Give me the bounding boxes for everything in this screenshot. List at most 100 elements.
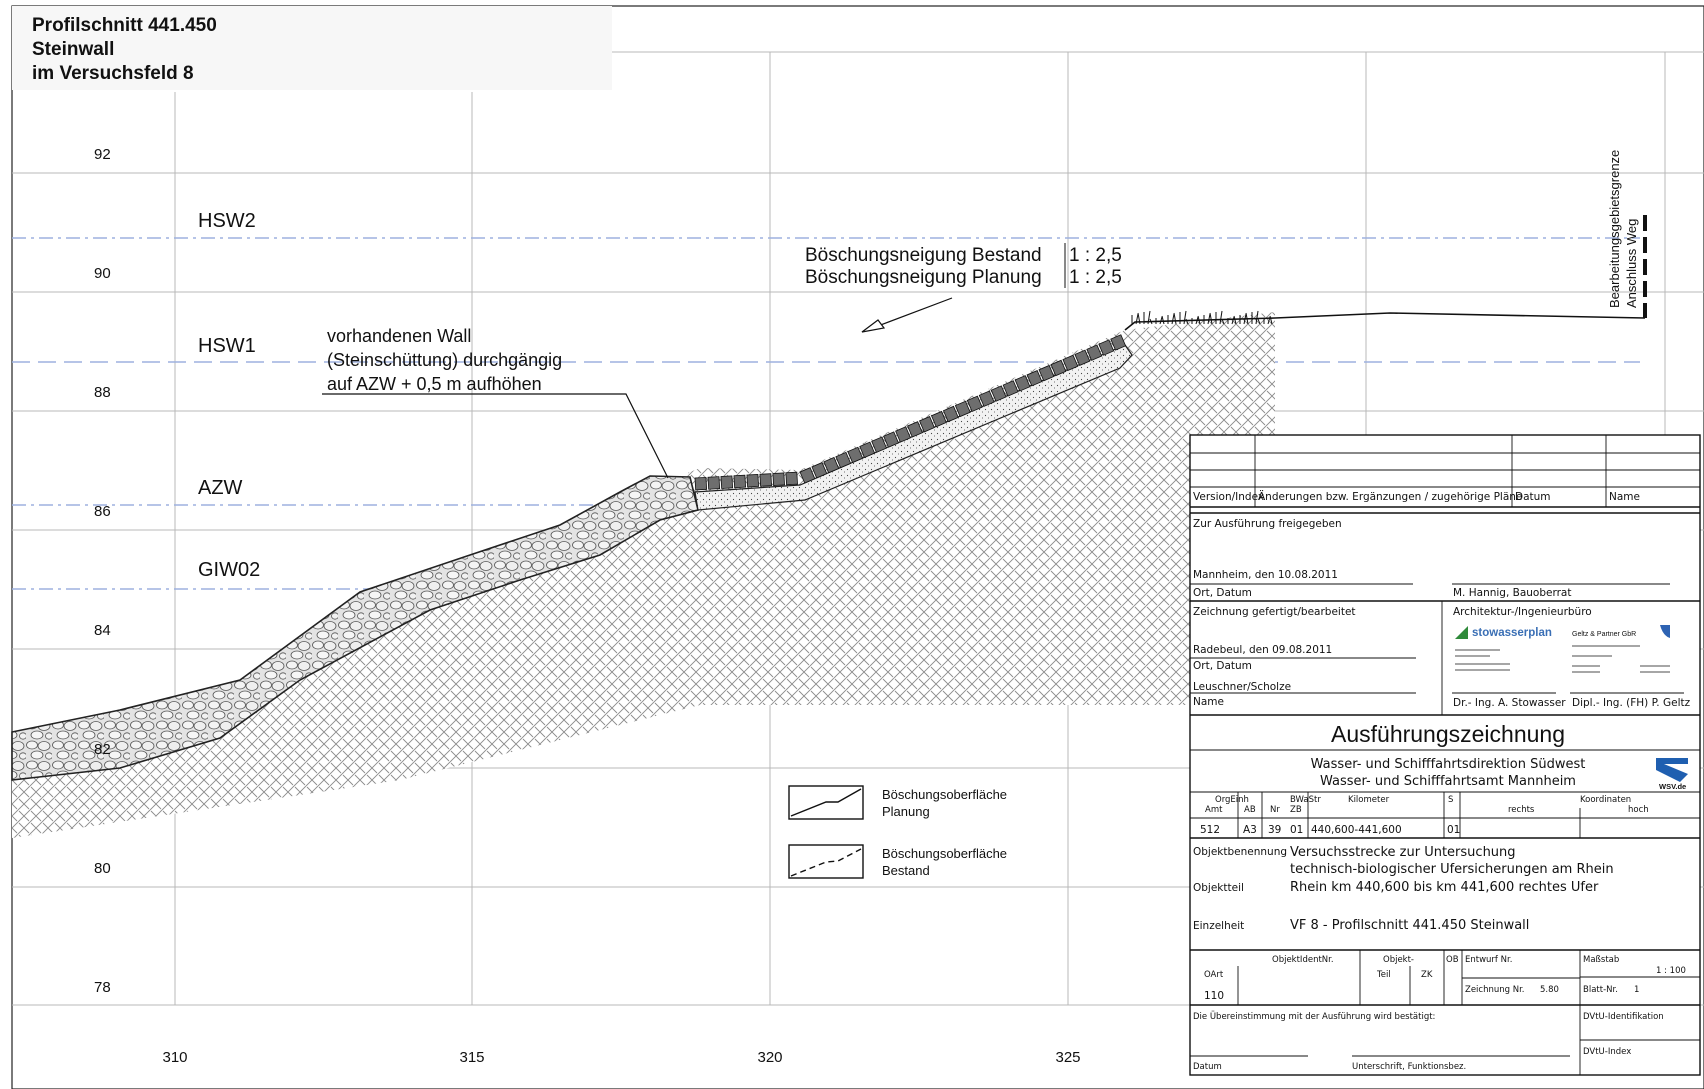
part-value: Rhein km 440,600 bis km 441,600 rechtes …: [1290, 880, 1599, 895]
confirm-sign: Unterschrift, Funktionsbez.: [1352, 1062, 1466, 1072]
grass-blade: [1209, 312, 1213, 325]
ident-zeichnung: Zeichnung Nr.: [1465, 985, 1525, 995]
grass-blade: [1185, 318, 1189, 325]
code-ab: AB: [1244, 805, 1256, 815]
grass-blade: [1267, 316, 1271, 325]
detail-label: Einzelheit: [1193, 920, 1244, 932]
x-tick: 315: [459, 1049, 484, 1066]
boundary-label-1: Bearbeitungsgebietsgrenze: [1607, 150, 1622, 308]
grass-blade: [1135, 313, 1139, 325]
legend-planung-label-2: Planung: [882, 804, 930, 819]
y-tick: 90: [94, 265, 111, 282]
grass-blade: [1207, 313, 1211, 325]
revetment-block: [1050, 359, 1067, 377]
code-s-value: 01: [1447, 824, 1460, 836]
revetment-block: [1110, 334, 1127, 351]
code-rechts: rechts: [1508, 805, 1535, 815]
code-orgeinh: OrgEinh: [1215, 795, 1249, 805]
revetment-block: [799, 467, 816, 484]
grass-blade: [1255, 310, 1259, 325]
object-line-1: Versuchsstrecke zur Untersuchung: [1290, 845, 1516, 860]
firm-address-lines: [1455, 645, 1670, 673]
code-kilometer: Kilometer: [1348, 795, 1390, 805]
detail-value: VF 8 - Profilschnitt 441.450 Steinwall: [1290, 918, 1529, 933]
legend: [788, 785, 864, 879]
ident-objektident: ObjektIdentNr.: [1272, 955, 1334, 965]
revetment-block: [930, 410, 947, 428]
giw02-label: GIW02: [198, 559, 260, 581]
planned-surface-line: [1124, 312, 1646, 331]
grass-blade: [1137, 312, 1141, 325]
revetment-block: [978, 390, 995, 407]
dvtu-id: DVtU-Identifikation: [1583, 1012, 1664, 1022]
slope-bestand-value: 1 : 2,5: [1069, 245, 1122, 266]
x-tick: 310: [162, 1049, 187, 1066]
geltz-logo-icon: [1660, 625, 1670, 638]
legend-bestand-label-1: Böschungsoberfläche: [882, 846, 1007, 861]
revetment-block: [919, 416, 935, 433]
revetment-block: [1014, 375, 1031, 392]
drawn-place-date-label: Ort, Datum: [1193, 660, 1252, 672]
drawn-names: Leuschner/Scholze: [1193, 681, 1291, 693]
architect-signer-1: Dr.- Ing. A. Stowasser: [1453, 697, 1566, 709]
grass-blade: [1183, 310, 1187, 325]
revetment-block: [966, 395, 983, 412]
grass-blade: [1221, 318, 1225, 325]
slope-planung-label: Böschungsneigung Planung: [805, 267, 1042, 288]
y-tick: 82: [94, 741, 111, 758]
ident-oart-value: 110: [1204, 990, 1224, 1002]
drawn-place-date: Radebeul, den 09.08.2011: [1193, 644, 1332, 656]
revetment-block: [871, 436, 888, 453]
slope-planung-value: 1 : 2,5: [1069, 267, 1122, 288]
y-axis: 92 90 88 86 84 82 80 78: [94, 146, 111, 996]
wsv-logo-icon: [1656, 758, 1688, 782]
grass-blade: [1149, 318, 1153, 325]
revetment-block: [746, 473, 760, 488]
revetment-block: [1038, 364, 1055, 382]
code-amt: Amt: [1205, 805, 1223, 815]
code-nr: Nr: [1270, 805, 1280, 815]
wall-note-line: vorhandenen Wall: [327, 326, 471, 346]
title-box: Profilschnitt 441.450 Steinwall im Versu…: [12, 6, 612, 90]
rev-name-header: Name: [1609, 491, 1640, 503]
grass-blade: [1173, 312, 1177, 325]
revetment-block: [707, 476, 721, 490]
drawn-name-label: Name: [1193, 696, 1224, 708]
wall-note-line: (Steinschüttung) durchgängig: [327, 350, 562, 370]
revetment-block: [859, 441, 876, 458]
revetment-block: [694, 476, 708, 491]
ident-zk: ZK: [1421, 970, 1433, 980]
stowasser-logo: stowasserplan: [1472, 627, 1552, 639]
revetment-block: [954, 400, 971, 418]
grass-blade: [1245, 312, 1249, 325]
revetment-block: [823, 456, 840, 474]
title-line-3: im Versuchsfeld 8: [32, 63, 194, 84]
drawing-frame: [11, 5, 1704, 1089]
grass-blade: [1161, 315, 1165, 325]
grass-blade: [1147, 310, 1151, 325]
y-tick: 88: [94, 384, 111, 401]
revetment-block: [942, 405, 959, 423]
y-tick: 80: [94, 860, 111, 877]
wall-note-line: auf AZW + 0,5 m aufhöhen: [327, 374, 542, 394]
x-tick: 320: [757, 1049, 782, 1066]
object-line-2: technisch-biologischer Ufersicherungen a…: [1290, 862, 1614, 877]
wall-note: vorhandenen Wall (Steinschüttung) durchg…: [327, 326, 562, 394]
boundary-labels: Bearbeitungsgebietsgrenze Anschluss Weg: [1607, 150, 1639, 308]
grass-blade: [1197, 315, 1201, 325]
revetment-block: [835, 451, 852, 469]
ident-blatt: Blatt-Nr.: [1583, 985, 1618, 995]
object-label: Objektbenennung: [1193, 846, 1287, 858]
code-hoch: hoch: [1628, 805, 1649, 815]
code-zb-value: 01: [1290, 824, 1303, 836]
revetment-block: [1074, 349, 1091, 366]
release-place-date-label: Ort, Datum: [1193, 587, 1252, 599]
slope-labels: Böschungsneigung Bestand 1 : 2,5 Böschun…: [805, 243, 1122, 288]
rev-changes-header: Änderungen bzw. Ergänzungen / zugehörige…: [1258, 490, 1522, 503]
ident-massstab: Maßstab: [1583, 955, 1619, 965]
grass-blade: [1243, 313, 1247, 325]
y-tick: 92: [94, 146, 111, 163]
rev-date-header: Datum: [1515, 491, 1551, 503]
part-label: Objektteil: [1193, 882, 1244, 894]
code-zb: ZB: [1290, 805, 1302, 815]
